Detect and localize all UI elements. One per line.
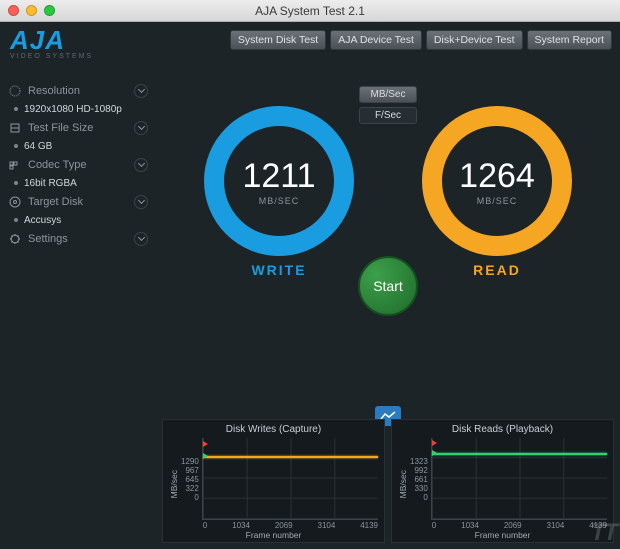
sidebar-settings[interactable]: Settings	[0, 228, 156, 249]
chevron-down-icon	[134, 158, 148, 172]
sidebar-value: 16bit RGBA	[0, 175, 156, 191]
tab-2[interactable]: Disk+Device Test	[426, 30, 523, 50]
logo-brand: AJA	[10, 28, 93, 53]
chevron-down-icon	[134, 232, 148, 246]
ytick: 967	[181, 466, 199, 475]
sidebar-value: Accusys	[0, 212, 156, 228]
logo-tagline: VIDEO SYSTEMS	[10, 53, 93, 60]
ytick: 322	[181, 484, 199, 493]
maximize-icon[interactable]	[44, 5, 55, 16]
write-value: 1211	[242, 157, 315, 196]
writes-xaxis: 0 1034 2069 3104 4139	[203, 521, 378, 530]
writes-xlabel: Frame number	[169, 530, 378, 540]
sidebar-label: Test File Size	[28, 122, 93, 134]
trace	[432, 453, 607, 455]
write-ring: 1211 MB/SEC	[204, 106, 354, 256]
trace	[203, 456, 378, 458]
reads-chart: Disk Reads (Playback) MB/sec 13239926613…	[391, 419, 614, 543]
sidebar-icon	[8, 158, 22, 172]
ytick: 645	[181, 475, 199, 484]
xtick: 1034	[232, 521, 250, 530]
window-controls	[8, 5, 55, 16]
xtick: 1034	[461, 521, 479, 530]
window-title: AJA System Test 2.1	[255, 4, 365, 18]
read-value: 1264	[459, 157, 535, 196]
ytick: 992	[410, 466, 428, 475]
write-unit: MB/SEC	[259, 196, 300, 206]
xtick: 2069	[504, 521, 522, 530]
sidebar: Resolution 1920x1080 HD-1080p Test File Si…	[0, 74, 156, 549]
chevron-down-icon	[134, 84, 148, 98]
xtick: 0	[203, 521, 207, 530]
sidebar-icon	[8, 232, 22, 246]
ytick: 0	[410, 493, 428, 502]
reads-yaxis: 13239926613300	[410, 457, 431, 512]
close-icon[interactable]	[8, 5, 19, 16]
reads-xlabel: Frame number	[398, 530, 607, 540]
ytick: 661	[410, 475, 428, 484]
start-button[interactable]: Start	[358, 256, 418, 316]
writes-chart-title: Disk Writes (Capture)	[169, 424, 378, 435]
read-unit: MB/SEC	[477, 196, 518, 206]
tab-bar: System Disk TestAJA Device TestDisk+Devi…	[230, 30, 612, 50]
sidebar-value: 64 GB	[0, 138, 156, 154]
tab-3[interactable]: System Report	[527, 30, 612, 50]
reads-ylabel: MB/sec	[398, 470, 408, 498]
tab-0[interactable]: System Disk Test	[230, 30, 326, 50]
toggle-MB-Sec[interactable]: MB/Sec	[359, 86, 417, 103]
read-label: READ	[473, 262, 521, 278]
sidebar-icon	[8, 121, 22, 135]
write-label: WRITE	[251, 262, 306, 278]
main-panel: MB/SecF/Sec 1211 MB/SEC WRITE 1264 MB/SE…	[156, 74, 620, 549]
tab-1[interactable]: AJA Device Test	[330, 30, 422, 50]
read-ring: 1264 MB/SEC	[422, 106, 572, 256]
sidebar-label: Resolution	[28, 85, 80, 97]
reads-chart-title: Disk Reads (Playback)	[398, 424, 607, 435]
sidebar-resolution[interactable]: Resolution	[0, 80, 156, 101]
minimize-icon[interactable]	[26, 5, 37, 16]
xtick: 4139	[589, 521, 607, 530]
sidebar-label: Settings	[28, 233, 68, 245]
xtick: 4139	[360, 521, 378, 530]
reads-xaxis: 0 1034 2069 3104 4139	[432, 521, 607, 530]
titlebar: AJA System Test 2.1	[0, 0, 620, 22]
writes-chart: Disk Writes (Capture) MB/sec 12909676453…	[162, 419, 385, 543]
writes-yaxis: 12909676453220	[181, 457, 202, 512]
sidebar-label: Codec Type	[28, 159, 87, 171]
ytick: 1323	[410, 457, 428, 466]
sidebar-icon	[8, 84, 22, 98]
charts: Disk Writes (Capture) MB/sec 12909676453…	[162, 419, 614, 543]
chevron-down-icon	[134, 121, 148, 135]
gauges: 1211 MB/SEC WRITE 1264 MB/SEC READ	[156, 106, 620, 278]
xtick: 0	[432, 521, 436, 530]
writes-ylabel: MB/sec	[169, 470, 179, 498]
xtick: 3104	[318, 521, 336, 530]
ytick: 330	[410, 484, 428, 493]
xtick: 3104	[547, 521, 565, 530]
xtick: 2069	[275, 521, 293, 530]
sidebar-target-disk[interactable]: Target Disk	[0, 191, 156, 212]
write-gauge: 1211 MB/SEC WRITE	[195, 106, 363, 278]
sidebar-value: 1920x1080 HD-1080p	[0, 101, 156, 117]
chevron-down-icon	[134, 195, 148, 209]
sidebar-codec-type[interactable]: Codec Type	[0, 154, 156, 175]
sidebar-test-file-size[interactable]: Test File Size	[0, 117, 156, 138]
writes-plot: 01034206931044139	[202, 438, 378, 520]
reads-plot: 01034206931044139	[431, 438, 607, 520]
ytick: 1290	[181, 457, 199, 466]
read-gauge: 1264 MB/SEC READ	[413, 106, 581, 278]
header: AJA VIDEO SYSTEMS System Disk TestAJA De…	[0, 22, 620, 74]
sidebar-icon	[8, 195, 22, 209]
ytick: 0	[181, 493, 199, 502]
logo: AJA VIDEO SYSTEMS	[10, 28, 93, 60]
sidebar-label: Target Disk	[28, 196, 83, 208]
